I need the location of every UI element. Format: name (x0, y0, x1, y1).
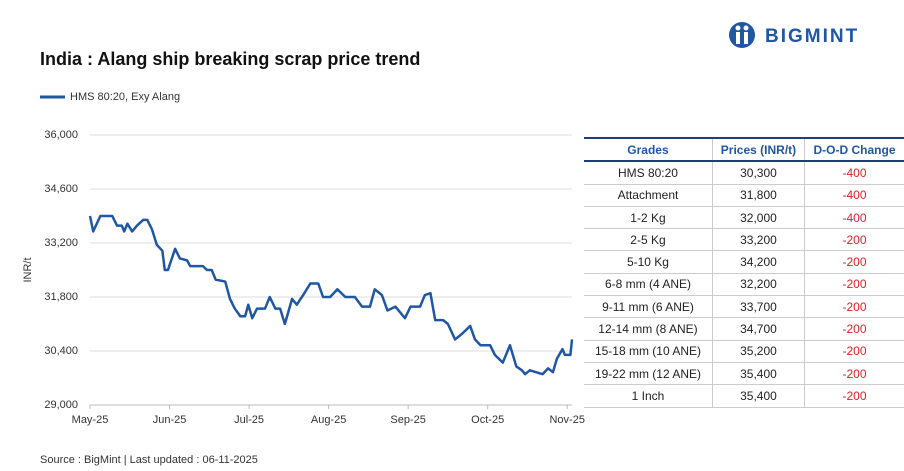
table-cell: 32,200 (711, 273, 805, 297)
table-cell: 30,300 (711, 161, 805, 185)
table-cell: 19-22 mm (12 ANE) (584, 362, 713, 386)
table-row: HMS 80:20 30,300 -400 (584, 161, 904, 185)
y-tick-label: 33,200 (44, 237, 78, 249)
chart-title: India : Alang ship breaking scrap price … (40, 49, 420, 69)
table-row: 19-22 mm (12 ANE) 35,400 -200 (584, 362, 904, 386)
table-cell: 5-10 Kg (584, 250, 713, 274)
x-tick-label: Oct-25 (471, 414, 504, 426)
header-row: Grades Prices (INR/t) D-O-D Change (584, 136, 904, 163)
y-tick-label: 34,600 (44, 183, 78, 195)
table-row: 9-11 mm (6 ANE) 33,700 -200 (584, 295, 904, 319)
table-row: 12-14 mm (8 ANE) 34,700 -200 (584, 317, 904, 341)
y-tick-label: 31,800 (44, 291, 78, 303)
table-cell: -400 (804, 161, 904, 185)
y-tick-label: 30,400 (44, 345, 78, 357)
table-cell: -200 (804, 295, 904, 319)
table-cell: HMS 80:20 (584, 161, 713, 185)
x-tick-label: Sep-25 (390, 414, 425, 426)
table-row: 5-10 Kg 34,200 -200 (584, 250, 904, 274)
x-tick-label: May-25 (72, 414, 109, 426)
x-tick-label: Jul-25 (234, 414, 264, 426)
table-cell: 35,400 (711, 384, 805, 408)
header-cell: Prices (INR/t) (711, 136, 805, 163)
table-row: 6-8 mm (4 ANE) 32,200 -200 (584, 273, 904, 297)
table-row: 2-5 Kg 33,200 -200 (584, 228, 904, 252)
logo-icon (729, 22, 755, 48)
table-cell: 6-8 mm (4 ANE) (584, 273, 713, 297)
header-cell: D-O-D Change (804, 136, 904, 163)
table-cell: -200 (804, 317, 904, 341)
table-cell: 35,400 (711, 362, 805, 386)
table-cell: 34,700 (711, 317, 805, 341)
table-cell: -200 (804, 340, 904, 363)
table-cell: Attachment (584, 184, 713, 207)
table-cell: 32,000 (711, 206, 805, 230)
table-cell: -400 (804, 206, 904, 230)
table-row: 15-18 mm (10 ANE) 35,200 -200 (584, 340, 904, 363)
table-cell: -200 (804, 384, 904, 408)
table-row: 1 Inch 35,400 -200 (584, 384, 904, 408)
table-row: 1-2 Kg 32,000 -400 (584, 206, 904, 230)
table-cell: 34,200 (711, 250, 805, 274)
table-cell: 1-2 Kg (584, 206, 713, 230)
x-tick-label: Nov-25 (549, 414, 584, 426)
price-table: Grades Prices (INR/t) D-O-D Change HMS 80:2… (584, 136, 904, 408)
source: Source : BigMint | Last updated : 06-11-… (40, 454, 258, 466)
table-cell: 15-18 mm (10 ANE) (584, 340, 713, 363)
logo-text: BIGMINT (765, 26, 859, 47)
table-cell: 2-5 Kg (584, 228, 713, 252)
y-tick-label: 29,000 (44, 399, 78, 411)
x-tick-label: Jun-25 (153, 414, 187, 426)
y-tick-label: 36,000 (44, 129, 78, 141)
table-cell: -200 (804, 228, 904, 252)
table-cell: 1 Inch (584, 384, 713, 408)
x-tick-label: Aug-25 (311, 414, 346, 426)
table-cell: -200 (804, 273, 904, 297)
table-row: Attachment 31,800 -400 (584, 184, 904, 207)
table-cell: 33,700 (711, 295, 805, 319)
table-cell: 35,200 (711, 340, 805, 363)
table-cell: 12-14 mm (8 ANE) (584, 317, 713, 341)
table-cell: 33,200 (711, 228, 805, 252)
y-axis-label: INR/t (22, 257, 34, 282)
line (88, 214, 574, 376)
table-cell: 9-11 mm (6 ANE) (584, 295, 713, 319)
table-cell: -400 (804, 184, 904, 207)
header-cell: Grades (584, 136, 713, 163)
table-cell: -200 (804, 250, 904, 274)
table-cell: 31,800 (711, 184, 805, 207)
legend-label: HMS 80:20, Exy Alang (70, 91, 180, 103)
table-cell: -200 (804, 362, 904, 386)
